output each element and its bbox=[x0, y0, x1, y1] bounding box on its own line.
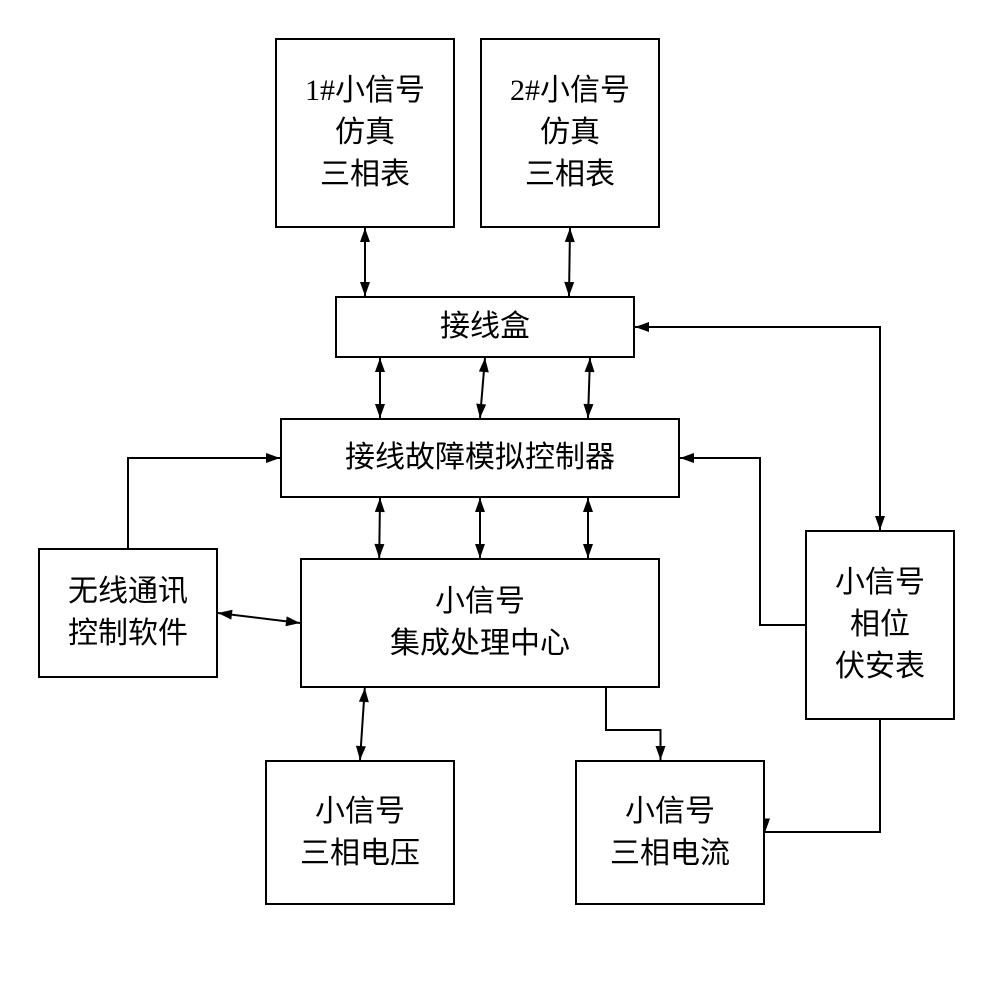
diagram-canvas: 1#小信号仿真三相表2#小信号仿真三相表接线盒接线故障模拟控制器小信号集成处理中… bbox=[0, 0, 989, 1000]
node-text-line: 仿真 bbox=[335, 112, 395, 154]
node-text-line: 仿真 bbox=[540, 112, 600, 154]
node-text-line: 三相表 bbox=[525, 154, 615, 196]
node-text-line: 接线故障模拟控制器 bbox=[345, 437, 615, 479]
node-text-line: 三相电压 bbox=[300, 833, 420, 875]
node-text-line: 三相电流 bbox=[610, 833, 730, 875]
node-text-line: 小信号 bbox=[435, 581, 525, 623]
node-n6: 无线通讯控制软件 bbox=[38, 548, 218, 678]
node-n5: 小信号集成处理中心 bbox=[300, 558, 660, 688]
node-n4: 接线故障模拟控制器 bbox=[280, 418, 680, 498]
node-n3: 接线盒 bbox=[335, 296, 635, 358]
node-text-line: 小信号 bbox=[835, 562, 925, 604]
node-text-line: 2#小信号 bbox=[510, 70, 630, 112]
node-n2: 2#小信号仿真三相表 bbox=[480, 38, 660, 228]
node-text-line: 三相表 bbox=[320, 154, 410, 196]
node-text-line: 小信号 bbox=[625, 791, 715, 833]
node-text-line: 控制软件 bbox=[68, 613, 188, 655]
node-text-line: 相位 bbox=[850, 604, 910, 646]
node-n7: 小信号相位伏安表 bbox=[805, 530, 955, 720]
node-text-line: 无线通讯 bbox=[68, 571, 188, 613]
node-text-line: 1#小信号 bbox=[305, 70, 425, 112]
node-n1: 1#小信号仿真三相表 bbox=[275, 38, 455, 228]
node-text-line: 接线盒 bbox=[440, 306, 530, 348]
node-n8: 小信号三相电压 bbox=[265, 760, 455, 905]
node-n9: 小信号三相电流 bbox=[575, 760, 765, 905]
node-text-line: 集成处理中心 bbox=[390, 623, 570, 665]
node-text-line: 小信号 bbox=[315, 791, 405, 833]
node-text-line: 伏安表 bbox=[835, 646, 925, 688]
